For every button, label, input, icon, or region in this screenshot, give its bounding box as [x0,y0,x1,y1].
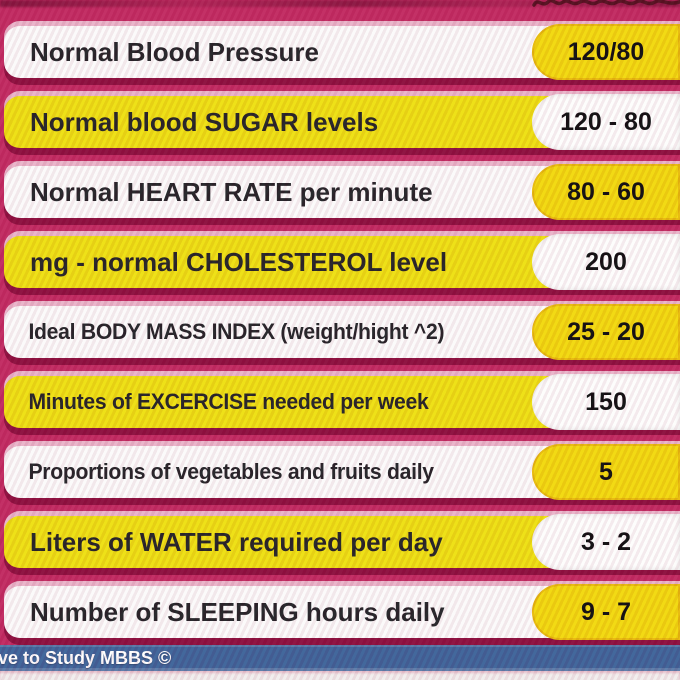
row-value-pill: 3 - 2 [532,514,680,570]
table-row: Normal blood SUGAR levels 120 - 80 [4,94,680,150]
row-label: Minutes of EXCERCISE needed per week [28,389,429,414]
row-label: Normal Blood Pressure [30,36,319,67]
row-label: Normal blood SUGAR levels [30,106,379,137]
row-label: Number of SLEEPING hours daily [30,596,445,627]
table-row: Ideal BODY MASS INDEX (weight/hight ^2) … [4,304,680,360]
table-row: Minutes of EXCERCISE needed per week 150 [4,374,680,430]
table-row: Proportions of vegetables and fruits dai… [4,444,680,500]
bottom-strip [0,671,680,680]
table-row: Liters of WATER required per day 3 - 2 [4,514,680,570]
top-edge-smudge [0,0,680,7]
row-label: Liters of WATER required per day [30,526,443,557]
table-row: Normal Blood Pressure 120/80 [4,24,680,80]
row-label: Normal HEART RATE per minute [30,176,433,207]
table-row: Normal HEART RATE per minute 80 - 60 [4,164,680,220]
row-label: Ideal BODY MASS INDEX (weight/hight ^2) [28,319,445,344]
row-value-pill: 9 - 7 [532,584,680,640]
row-value-pill: 120/80 [532,24,680,80]
row-label: Proportions of vegetables and fruits dai… [28,459,434,484]
row-value-pill: 25 - 20 [532,304,680,360]
handwriting-scribble-cropped [532,0,680,7]
row-value-pill: 120 - 80 [532,94,680,150]
footer-bar: ve to Study MBBS © [0,645,680,671]
row-value-pill: 200 [532,234,680,290]
row-label: mg - normal CHOLESTEROL level [30,246,448,277]
table-row: mg - normal CHOLESTEROL level 200 [4,234,680,290]
credit-text: ve to Study MBBS © [0,648,172,668]
row-value-pill: 80 - 60 [532,164,680,220]
row-value-pill: 150 [532,374,680,430]
table-row: Number of SLEEPING hours daily 9 - 7 [4,584,680,640]
row-value-pill: 5 [532,444,680,500]
rows-container: Normal Blood Pressure 120/80 Normal bloo… [0,24,680,640]
